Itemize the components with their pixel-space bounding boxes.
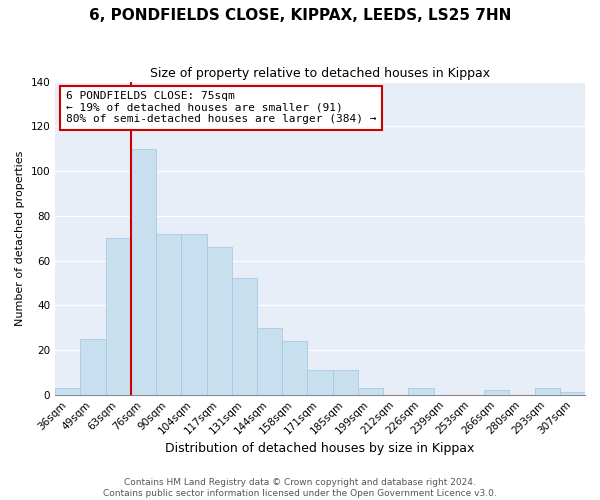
Bar	[106, 238, 131, 394]
Title: Size of property relative to detached houses in Kippax: Size of property relative to detached ho…	[150, 68, 490, 80]
Text: 6 PONDFIELDS CLOSE: 75sqm
← 19% of detached houses are smaller (91)
80% of semi-: 6 PONDFIELDS CLOSE: 75sqm ← 19% of detac…	[66, 91, 376, 124]
Bar	[282, 341, 307, 394]
Bar	[257, 328, 282, 394]
Bar	[484, 390, 509, 394]
Bar	[307, 370, 332, 394]
Bar	[156, 234, 181, 394]
Bar	[206, 247, 232, 394]
Bar	[358, 388, 383, 394]
Y-axis label: Number of detached properties: Number of detached properties	[15, 150, 25, 326]
Bar	[560, 392, 585, 394]
Bar	[409, 388, 434, 394]
Bar	[332, 370, 358, 394]
Bar	[181, 234, 206, 394]
Bar	[232, 278, 257, 394]
Text: 6, PONDFIELDS CLOSE, KIPPAX, LEEDS, LS25 7HN: 6, PONDFIELDS CLOSE, KIPPAX, LEEDS, LS25…	[89, 8, 511, 22]
Bar	[55, 388, 80, 394]
Bar	[131, 149, 156, 394]
Bar	[535, 388, 560, 394]
Bar	[80, 339, 106, 394]
X-axis label: Distribution of detached houses by size in Kippax: Distribution of detached houses by size …	[166, 442, 475, 455]
Text: Contains HM Land Registry data © Crown copyright and database right 2024.
Contai: Contains HM Land Registry data © Crown c…	[103, 478, 497, 498]
